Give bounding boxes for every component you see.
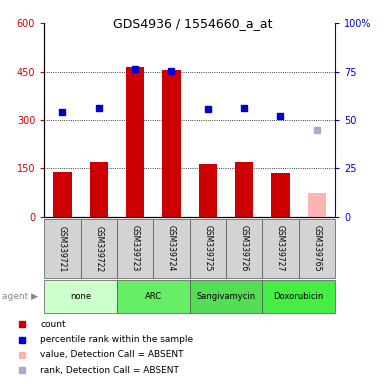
Text: percentile rank within the sample: percentile rank within the sample xyxy=(40,335,193,344)
Bar xyxy=(126,67,144,217)
Text: agent ▶: agent ▶ xyxy=(2,292,38,301)
Bar xyxy=(44,219,80,278)
Bar xyxy=(226,219,262,278)
Bar xyxy=(117,219,153,278)
Bar xyxy=(308,193,326,217)
Bar xyxy=(190,280,262,313)
Text: GSM339725: GSM339725 xyxy=(203,225,212,272)
Text: rank, Detection Call = ABSENT: rank, Detection Call = ABSENT xyxy=(40,366,179,374)
Bar xyxy=(271,173,290,217)
Bar xyxy=(199,164,217,217)
Text: Sangivamycin: Sangivamycin xyxy=(196,292,256,301)
Bar xyxy=(235,162,253,217)
Bar xyxy=(54,172,72,217)
Bar xyxy=(262,280,335,313)
Text: GSM339721: GSM339721 xyxy=(58,225,67,272)
Bar xyxy=(262,219,299,278)
Text: GSM339726: GSM339726 xyxy=(239,225,249,272)
Text: ARC: ARC xyxy=(145,292,162,301)
Text: GSM339727: GSM339727 xyxy=(276,225,285,272)
Bar xyxy=(153,219,189,278)
Text: GSM339765: GSM339765 xyxy=(312,225,321,272)
Text: Doxorubicin: Doxorubicin xyxy=(273,292,324,301)
Bar xyxy=(44,280,117,313)
Bar xyxy=(90,162,108,217)
Bar xyxy=(299,219,335,278)
Bar xyxy=(80,219,117,278)
Text: GDS4936 / 1554660_a_at: GDS4936 / 1554660_a_at xyxy=(113,17,272,30)
Text: GSM339723: GSM339723 xyxy=(131,225,140,272)
Bar xyxy=(117,280,190,313)
Text: GSM339724: GSM339724 xyxy=(167,225,176,272)
Bar xyxy=(162,70,181,217)
Text: GSM339722: GSM339722 xyxy=(94,225,103,272)
Text: none: none xyxy=(70,292,91,301)
Text: count: count xyxy=(40,320,66,329)
Bar xyxy=(190,219,226,278)
Text: value, Detection Call = ABSENT: value, Detection Call = ABSENT xyxy=(40,350,184,359)
